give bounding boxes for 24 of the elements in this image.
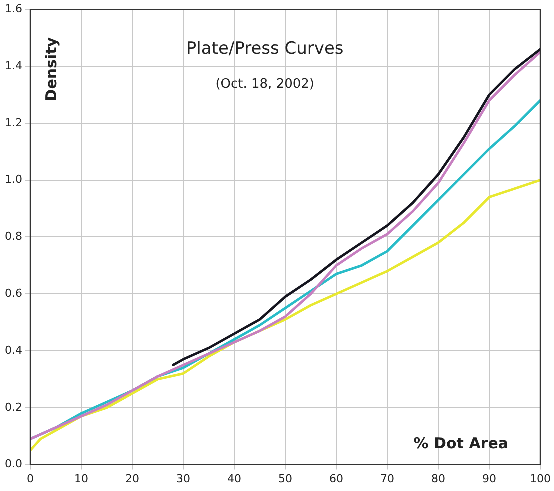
y-tick-label: 0.4	[4, 344, 22, 357]
x-tick-label: 40	[227, 472, 242, 486]
y-tick-label: 0.8	[4, 230, 22, 244]
y-tick-label: 1.0	[4, 173, 22, 186]
y-tick-label: 1.6	[4, 2, 22, 16]
y-tick-label: 0.2	[4, 400, 22, 414]
y-axis-title: Density	[42, 37, 60, 102]
x-tick-label: 100	[530, 472, 551, 486]
y-tick-label: 1.4	[4, 59, 22, 72]
x-tick-label: 10	[74, 472, 88, 486]
x-tick-label: 20	[125, 472, 140, 486]
x-tick-label: 70	[380, 472, 394, 486]
x-tick-label: 30	[176, 472, 190, 486]
text: Plate/Press Curves	[186, 39, 344, 60]
y-tick-label: 0.6	[4, 286, 22, 300]
y-tick-label: 0.0	[4, 458, 22, 471]
y-tick-label: 1.2	[4, 116, 22, 130]
x-tick-label: 90	[482, 472, 496, 486]
x-tick-label: 50	[278, 472, 292, 486]
x-tick-label: 80	[432, 472, 446, 486]
text: (Oct. 18, 2002)	[216, 76, 314, 92]
x-tick-label: 60	[330, 472, 344, 486]
x-tick-label: 0	[26, 472, 34, 486]
x-axis-title: % Dot Area	[414, 434, 508, 453]
